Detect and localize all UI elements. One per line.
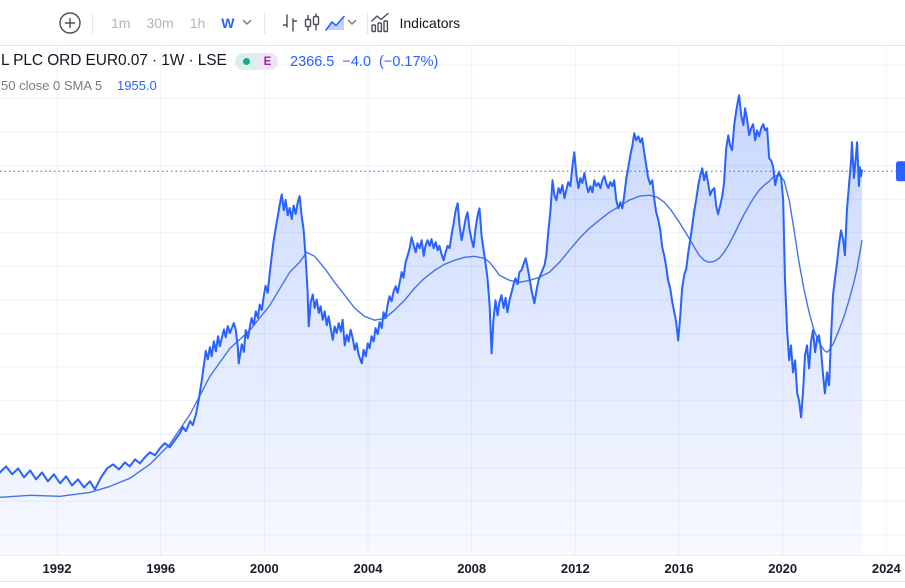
timeframe-button-1h[interactable]: 1h — [189, 14, 206, 31]
bars-chart-icon — [283, 13, 298, 32]
candles-chart-icon — [305, 12, 320, 31]
timeframe-button-W[interactable]: W — [221, 14, 235, 31]
compare-add-button[interactable] — [57, 10, 83, 36]
time-axis-label: 2012 — [560, 561, 590, 576]
indicator-legend[interactable]: 50 close 0 SMA 5 — [1, 78, 103, 93]
toolbar-separator — [367, 11, 369, 34]
market-status-badge[interactable]: E — [235, 53, 278, 70]
chart-style-candles-button[interactable] — [301, 12, 323, 34]
chevron-down-icon — [348, 19, 357, 25]
time-axis-label: 2008 — [457, 561, 487, 576]
price-change-percent: (−0.17%) — [379, 54, 439, 70]
timeframe-button-30m[interactable]: 30m — [146, 14, 174, 31]
symbol-title[interactable]: L PLC ORD EUR0.07 · 1W · LSE — [1, 52, 227, 69]
indicators-button-label: Indicators — [399, 14, 461, 31]
time-axis-label: 2004 — [353, 561, 383, 576]
indicators-icon — [371, 12, 390, 32]
chart-style-area-button[interactable] — [323, 12, 347, 34]
time-axis-label: 1996 — [146, 561, 176, 576]
timeframe-group: 1m 30m 1h W — [103, 11, 242, 35]
chart-style-bars-button[interactable] — [279, 12, 301, 34]
indicators-button[interactable]: Indicators — [368, 12, 460, 34]
price-line — [0, 94, 863, 491]
time-axis-label: 2020 — [768, 561, 798, 576]
last-price: 2366.5 — [290, 54, 335, 70]
time-axis-label: 1992 — [42, 561, 72, 576]
price-area-fill — [0, 95, 862, 556]
sma-line — [0, 174, 863, 498]
time-axis-label: 2024 — [871, 561, 901, 576]
time-axis[interactable]: 1992 1996 2000 2004 2008 2012 2016 2020 2024 — [0, 555, 905, 582]
timeframe-button-1m[interactable]: 1m — [111, 14, 131, 31]
chevron-down-icon — [243, 19, 252, 25]
chart-toolbar: 1m 30m 1h W — [0, 0, 905, 46]
timeframe-dropdown-button[interactable] — [242, 19, 252, 26]
last-price-label — [896, 161, 905, 182]
toolbar-separator — [264, 11, 266, 34]
plus-circle-icon — [59, 11, 81, 34]
quote-values: 2366.5 −4.0 (−0.17%) — [290, 54, 442, 70]
live-data-dot-icon — [235, 53, 257, 70]
time-axis-label: 2016 — [664, 561, 694, 576]
price-change: −4.0 — [342, 54, 372, 70]
area-chart-icon — [325, 15, 346, 31]
toolbar-separator — [92, 11, 93, 34]
eod-data-badge: E — [257, 53, 278, 70]
time-axis-label: 2000 — [249, 561, 279, 576]
chart-style-dropdown-button[interactable] — [347, 19, 357, 26]
indicator-value: 1955.0 — [117, 78, 157, 93]
